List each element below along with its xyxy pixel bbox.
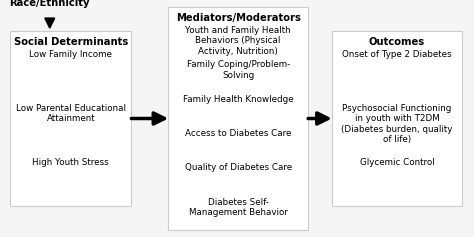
- Text: Race/Ethnicity: Race/Ethnicity: [9, 0, 90, 8]
- Bar: [10, 31, 131, 206]
- Text: Social Determinants: Social Determinants: [14, 37, 128, 47]
- Text: Family Health Knowledge: Family Health Knowledge: [183, 95, 293, 104]
- Bar: [332, 31, 462, 206]
- Text: Low Parental Educational
Attainment: Low Parental Educational Attainment: [16, 104, 126, 123]
- Text: High Youth Stress: High Youth Stress: [33, 158, 109, 167]
- Bar: [168, 7, 308, 230]
- Text: Access to Diabetes Care: Access to Diabetes Care: [185, 129, 292, 138]
- Text: Glycemic Control: Glycemic Control: [360, 158, 434, 167]
- Text: Mediators/Moderators: Mediators/Moderators: [176, 13, 301, 23]
- Text: Low Family Income: Low Family Income: [29, 50, 112, 59]
- Text: Diabetes Self-
Management Behavior: Diabetes Self- Management Behavior: [189, 198, 288, 217]
- Text: Psychosocial Functioning
in youth with T2DM
(Diabetes burden, quality
of life): Psychosocial Functioning in youth with T…: [341, 104, 453, 144]
- Text: Outcomes: Outcomes: [369, 37, 425, 47]
- Text: Onset of Type 2 Diabetes: Onset of Type 2 Diabetes: [342, 50, 452, 59]
- Text: Youth and Family Health
Behaviors (Physical
Activity, Nutrition): Youth and Family Health Behaviors (Physi…: [185, 26, 291, 56]
- Text: Family Coping/Problem-
Solving: Family Coping/Problem- Solving: [187, 60, 290, 80]
- Text: Quality of Diabetes Care: Quality of Diabetes Care: [184, 163, 292, 172]
